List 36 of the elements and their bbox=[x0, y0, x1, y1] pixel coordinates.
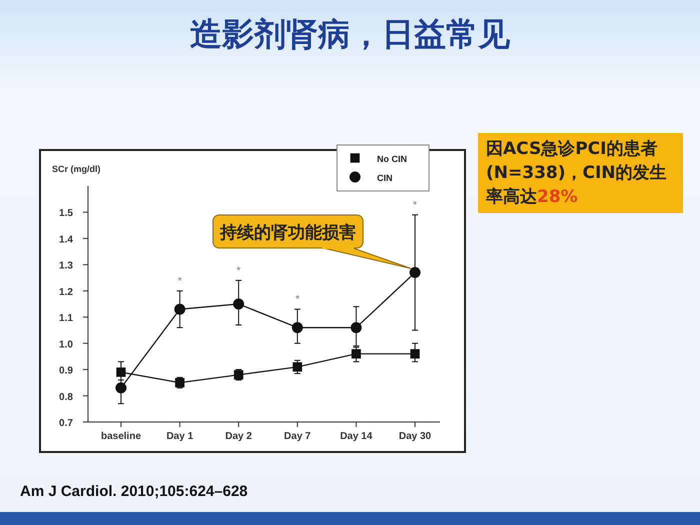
annotation: * bbox=[413, 200, 418, 211]
text: Am J Cardiol. 2010;105:624–628 bbox=[20, 483, 248, 500]
point bbox=[350, 322, 362, 334]
annotation: * bbox=[178, 276, 182, 287]
y-tick-label: 1.5 bbox=[59, 208, 74, 220]
y-tick-label: 1.3 bbox=[59, 260, 74, 272]
x-tick-label: Day 7 bbox=[284, 431, 312, 442]
point bbox=[116, 382, 126, 394]
y-tick-label: 0.8 bbox=[59, 392, 74, 403]
annotation: 持续的肾功能损害 bbox=[219, 223, 356, 243]
y-axis-title: SCr (mg/dl) bbox=[52, 164, 100, 174]
point bbox=[410, 349, 420, 358]
x-tick-label: Day 30 bbox=[398, 431, 432, 442]
annotation: * bbox=[295, 294, 300, 306]
point bbox=[233, 298, 244, 310]
y-tick-label: 1.2 bbox=[59, 286, 74, 298]
point bbox=[410, 267, 420, 278]
annotation: * bbox=[236, 265, 241, 276]
y-tick-label: 0.9 bbox=[59, 366, 74, 377]
y-tick-label: 0.7 bbox=[59, 418, 74, 429]
chart-title: 造影剂肾病，日益常见 bbox=[190, 15, 511, 53]
x-tick-label: baseline bbox=[100, 431, 142, 442]
point bbox=[352, 349, 361, 358]
point bbox=[292, 322, 303, 334]
y-tick-label: 1.1 bbox=[59, 313, 74, 324]
x-tick-label: Day 1 bbox=[166, 431, 194, 442]
point bbox=[292, 362, 302, 372]
text: 因ACS急诊PCI的患者(N=338)，CIN的发生率高达28% bbox=[486, 138, 668, 209]
x-tick-label: Day 14 bbox=[340, 431, 373, 442]
y-tick-label: 1.0 bbox=[59, 339, 74, 350]
point bbox=[174, 304, 186, 315]
legend-label: No CIN bbox=[377, 154, 407, 164]
legend-label: CIN bbox=[377, 173, 392, 183]
x-tick-label: Day 2 bbox=[225, 431, 252, 442]
point bbox=[116, 368, 126, 377]
y-tick-label: 1.4 bbox=[59, 234, 74, 246]
